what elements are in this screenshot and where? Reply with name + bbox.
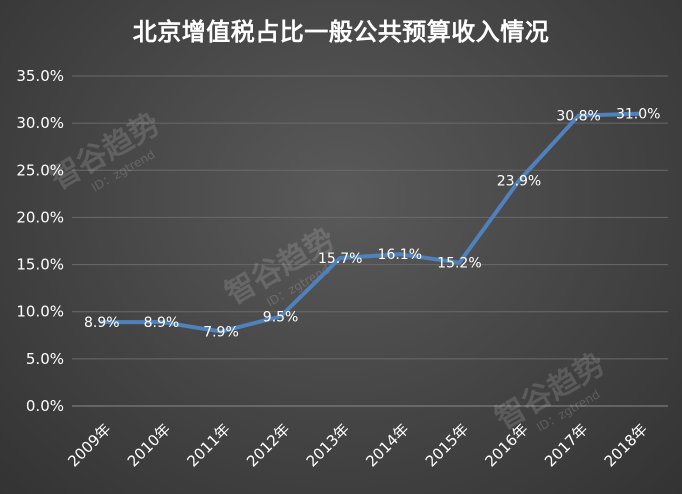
data-point bbox=[457, 260, 462, 265]
data-point bbox=[338, 255, 343, 260]
y-axis-ticks: 0.0% 5.0% 10.0% 15.0% 20.0% 25.0% 30.0% 35.0% bbox=[16, 67, 64, 415]
x-tick-label: 2009年 bbox=[64, 420, 114, 470]
x-tick-label: 2011年 bbox=[183, 420, 233, 470]
y-tick-label: 30.0% bbox=[16, 114, 64, 132]
y-tick-label: 25.0% bbox=[16, 161, 64, 179]
data-label: 30.8% bbox=[556, 109, 600, 125]
x-axis-ticks: 2009年 2010年 2011年 2012年 2013年 2014年 2015年 2016年… bbox=[64, 420, 651, 470]
data-labels: 8.9% 8.9% 7.9% 9.5% 15.7% 16.1% 15.2% 23.9% 30.8… bbox=[84, 107, 660, 341]
watermarks: 智谷趋势ID：zgtrend智谷趋势ID：zgtrend智谷趋势ID：zgtre… bbox=[45, 107, 611, 437]
x-tick-label: 2015年 bbox=[422, 420, 472, 470]
y-tick-label: 10.0% bbox=[16, 303, 64, 321]
y-tick-label: 15.0% bbox=[16, 256, 64, 274]
data-label: 16.1% bbox=[378, 247, 422, 263]
series-line bbox=[99, 111, 641, 334]
x-tick-label: 2014年 bbox=[362, 420, 412, 470]
x-tick-label: 2013年 bbox=[303, 420, 353, 470]
gridlines bbox=[72, 75, 668, 407]
data-label: 7.9% bbox=[203, 325, 239, 341]
data-point bbox=[278, 314, 283, 319]
data-point bbox=[219, 329, 223, 334]
x-tick-label: 2010年 bbox=[124, 420, 174, 470]
y-tick-label: 20.0% bbox=[16, 208, 64, 226]
y-tick-label: 5.0% bbox=[26, 350, 64, 368]
y-tick-label: 35.0% bbox=[16, 67, 64, 85]
data-label: 15.2% bbox=[437, 256, 481, 272]
data-label: 9.5% bbox=[263, 309, 299, 325]
data-label: 23.9% bbox=[497, 174, 541, 190]
data-point bbox=[636, 111, 641, 116]
data-point bbox=[517, 178, 521, 183]
data-label: 8.9% bbox=[144, 315, 180, 331]
data-point bbox=[397, 252, 402, 257]
data-label: 8.9% bbox=[84, 315, 120, 331]
chart-title: 北京增值税占比一般公共预算收入情况 bbox=[132, 18, 550, 46]
data-point bbox=[99, 320, 104, 325]
x-tick-label: 2012年 bbox=[243, 420, 293, 470]
y-tick-label: 0.0% bbox=[26, 397, 64, 415]
series-line-path bbox=[99, 111, 641, 334]
data-label: 15.7% bbox=[318, 251, 362, 267]
data-point bbox=[576, 113, 581, 118]
x-tick-label: 2018年 bbox=[601, 420, 651, 470]
data-label: 31.0% bbox=[616, 107, 660, 123]
data-point bbox=[159, 320, 164, 325]
